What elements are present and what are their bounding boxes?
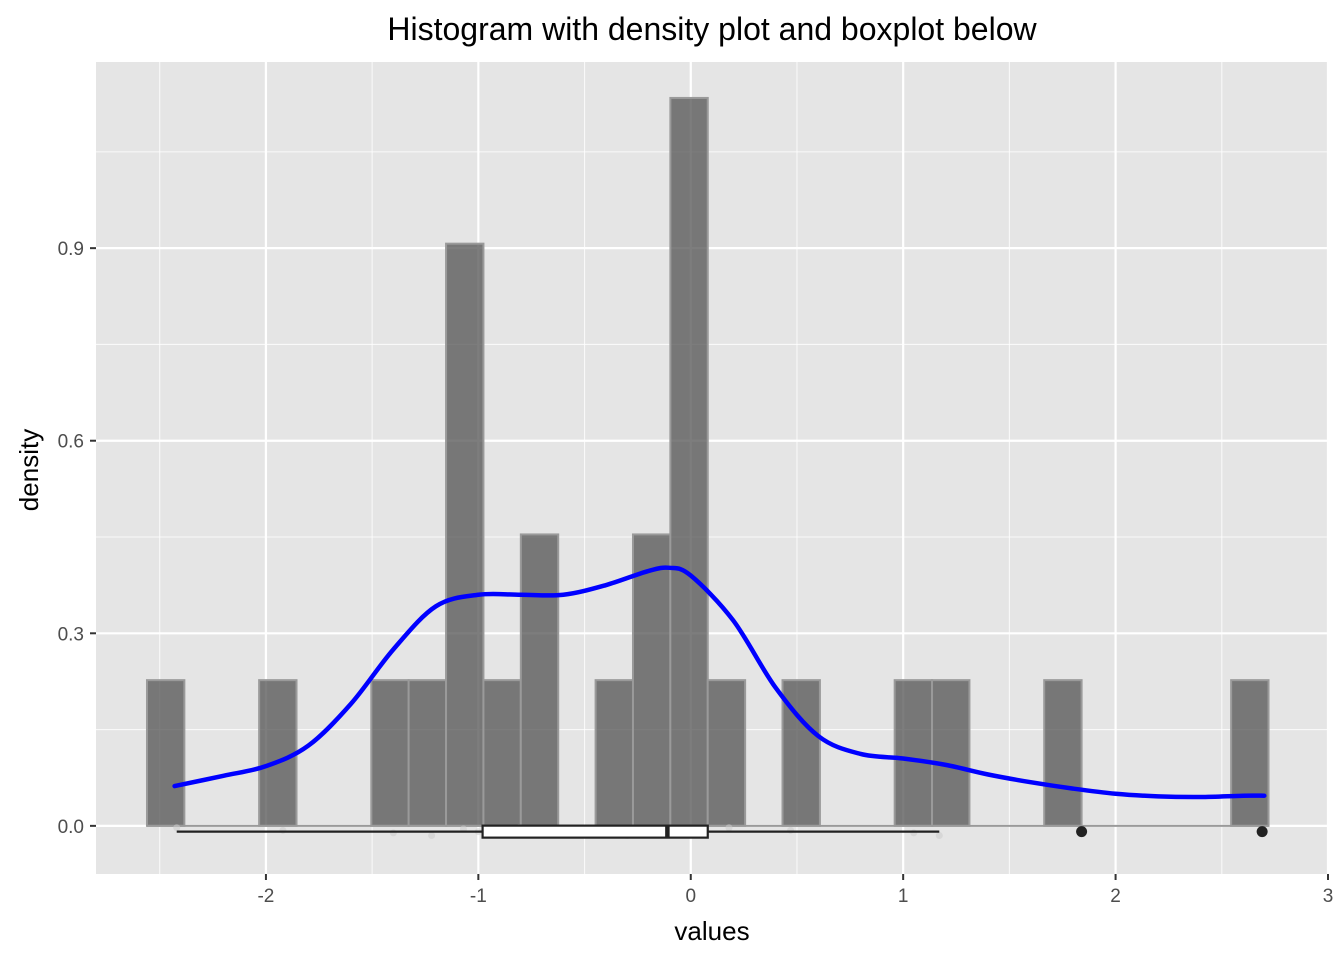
boxplot-outlier — [1076, 826, 1088, 838]
histogram-bars — [145, 96, 1270, 827]
y-tick-label: 0.6 — [58, 432, 84, 453]
histogram-bar — [631, 533, 672, 827]
boxplot — [176, 824, 1268, 839]
histogram-bar — [706, 679, 747, 827]
histogram-bar — [1230, 679, 1270, 827]
histogram-bar — [482, 679, 522, 827]
x-axis-ticks: -2 -1 0 1 2 3 — [257, 874, 1333, 907]
x-tick-label: -1 — [470, 886, 487, 907]
rug-point — [725, 824, 733, 832]
y-axis-ticks: 0.0 0.3 0.6 0.9 — [58, 239, 96, 838]
rug-point — [910, 829, 918, 837]
grid-minor — [96, 62, 1328, 874]
x-tick-label: -2 — [257, 886, 274, 907]
rug-point — [428, 832, 436, 840]
rug-point — [389, 829, 397, 837]
histogram-bar — [931, 679, 971, 827]
histogram-bar — [445, 242, 485, 827]
x-tick-label: 3 — [1323, 886, 1334, 907]
histogram-bar — [669, 96, 709, 827]
histogram-bar — [145, 679, 186, 827]
histogram-bar — [594, 679, 634, 827]
histogram-bar — [407, 679, 448, 827]
x-axis-title: values — [674, 916, 749, 946]
rug-point — [787, 826, 795, 834]
y-axis-title: density — [14, 429, 44, 511]
boxplot-box — [481, 824, 709, 839]
x-tick-label: 2 — [1110, 886, 1121, 907]
histogram-bar — [370, 679, 410, 827]
histogram-bar — [519, 533, 560, 827]
histogram-bar — [893, 679, 934, 827]
chart-title: Histogram with density plot and boxplot … — [387, 11, 1037, 47]
x-tick-label: 0 — [685, 886, 696, 907]
boxplot-outlier — [1256, 826, 1268, 838]
rug-point — [279, 826, 287, 834]
y-tick-label: 0.0 — [58, 817, 84, 838]
x-tick-label: 1 — [898, 886, 909, 907]
density-line — [172, 565, 1267, 800]
rug-point — [935, 832, 943, 840]
rug-point — [173, 824, 181, 832]
y-tick-label: 0.9 — [58, 239, 84, 260]
y-tick-label: 0.3 — [58, 624, 84, 645]
histogram-bar — [1043, 679, 1083, 827]
histogram-bar — [258, 679, 298, 827]
